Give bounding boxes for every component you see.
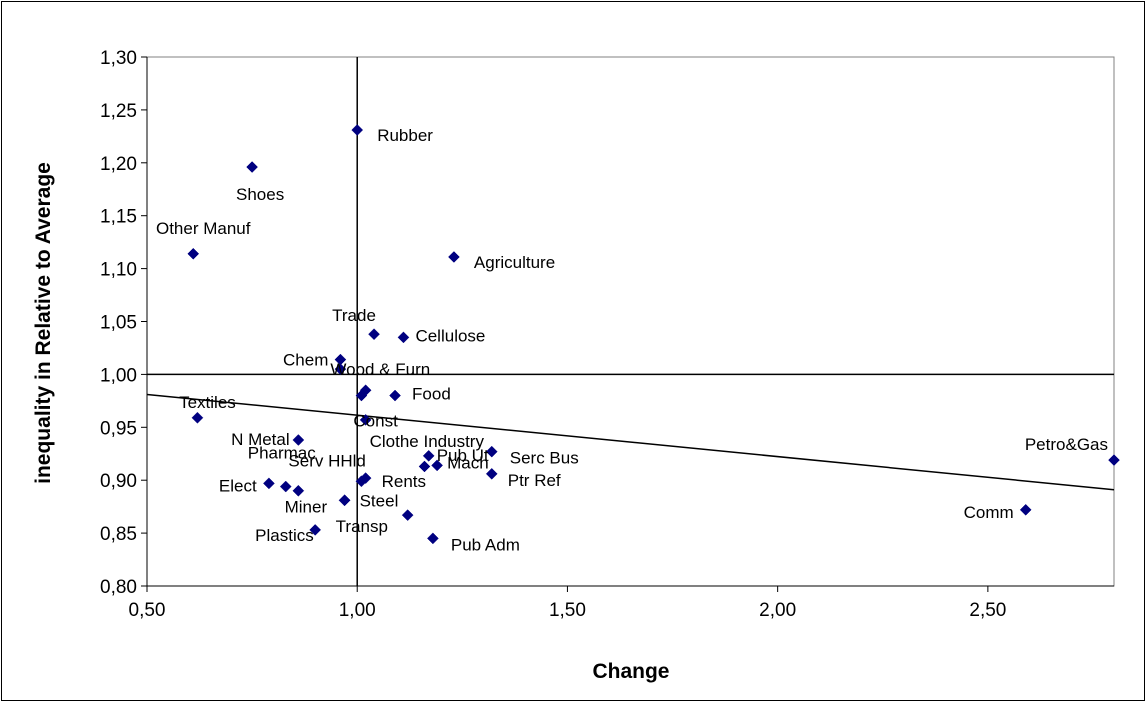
x-tick-label: 2,50 (969, 600, 1006, 621)
data-point-label: Pharmac (248, 444, 317, 463)
data-point-label: Agriculture (474, 253, 555, 272)
x-axis-ticks: 0,50 1,00 1,50 2,00 2,50 (129, 586, 1006, 621)
data-point-marker (397, 331, 410, 344)
trend-line-group (146, 393, 1115, 491)
data-point-label: Const (353, 412, 398, 431)
data-point-label: Transp (336, 517, 388, 536)
data-point-marker (448, 251, 460, 263)
data-point-marker (191, 411, 204, 424)
data-point-label: Textiles (179, 393, 236, 412)
x-tick-label: 2,00 (759, 600, 796, 621)
data-point-label: Wood & Furn (330, 360, 430, 379)
data-point-marker (292, 484, 305, 497)
data-point-marker (422, 450, 435, 462)
data-point-marker (389, 389, 401, 402)
data-point-label: Petro&Gas (1025, 435, 1108, 454)
data-point-label: Serv HHld (288, 451, 365, 470)
x-tick-label: 0,50 (129, 600, 166, 621)
data-point-label: Cellulose (415, 326, 485, 345)
data-points (187, 124, 1120, 545)
y-tick-label: 0,95 (100, 418, 137, 439)
data-point-label: Rubber (377, 126, 433, 145)
data-point-marker (427, 532, 439, 545)
data-point-marker (309, 524, 322, 536)
data-point-label: Trade (332, 306, 376, 325)
data-point-marker (279, 480, 292, 493)
y-tick-label: 1,30 (100, 48, 137, 69)
data-point-marker (292, 434, 305, 446)
data-point-marker (246, 161, 258, 173)
data-point-label: Mach (447, 453, 489, 472)
data-point-label: Rents (382, 472, 426, 491)
data-point-marker (338, 494, 351, 507)
reference-lines (147, 57, 1114, 586)
data-point-marker (431, 459, 443, 472)
y-axis-ticks: 0,80 0,85 0,90 0,95 1,00 1,05 1,10 1,15 1,20 1,25… (100, 48, 147, 598)
y-tick-label: 0,85 (100, 524, 137, 545)
x-tick-label: 1,00 (339, 600, 376, 621)
data-point-marker (334, 363, 347, 375)
data-point-marker (359, 414, 372, 426)
y-tick-label: 0,90 (100, 471, 137, 492)
y-tick-label: 1,15 (100, 207, 137, 228)
data-point-marker (187, 247, 200, 260)
data-point-label: Chem (283, 351, 328, 370)
y-tick-label: 1,25 (100, 101, 137, 122)
data-point-label: Shoes (236, 185, 284, 204)
x-tick-label: 1,50 (549, 600, 586, 621)
data-point-label: Other Manuf (156, 219, 251, 238)
data-point-label: Miner (285, 497, 328, 516)
data-point-label: Steel (360, 491, 399, 510)
data-point-label: Ptr Ref (508, 471, 561, 490)
y-tick-label: 1,05 (100, 313, 137, 334)
y-tick-label: 0,80 (100, 577, 137, 598)
data-point-label: Clothe Industry (370, 432, 485, 451)
data-point-marker (368, 328, 380, 341)
data-point-label: Food (412, 385, 451, 404)
data-point-marker (1019, 503, 1032, 516)
y-tick-label: 1,00 (100, 365, 137, 386)
data-point-label: Plastics (255, 526, 314, 545)
data-point-marker (355, 475, 368, 488)
plot-area (146, 56, 1115, 587)
y-tick-label: 1,10 (100, 260, 137, 281)
data-point-label: Elect (219, 476, 257, 495)
y-tick-label: 1,20 (100, 154, 137, 175)
data-point-label: Pub Adm (451, 535, 520, 554)
data-point-marker (485, 445, 498, 458)
x-axis-title: Change (592, 660, 669, 683)
trend-line (146, 393, 1115, 491)
data-labels: Rubber Shoes Other Manuf Agriculture Trade Ce… (156, 126, 1108, 554)
data-point-marker (355, 389, 368, 402)
data-point-marker (1108, 454, 1120, 466)
data-point-marker (351, 124, 364, 136)
plot-border (146, 56, 1115, 587)
data-point-label: Pub Ut (437, 446, 489, 465)
data-point-marker (401, 509, 414, 521)
data-point-marker (485, 467, 498, 480)
data-point-label: N Metal (231, 430, 290, 449)
y-axis-title: inequality in Relative to Average (32, 162, 55, 484)
data-point-marker (418, 460, 431, 473)
data-point-label: Comm (964, 503, 1014, 522)
data-point-label: Serc Bus (510, 449, 579, 468)
data-point-marker (263, 477, 275, 490)
